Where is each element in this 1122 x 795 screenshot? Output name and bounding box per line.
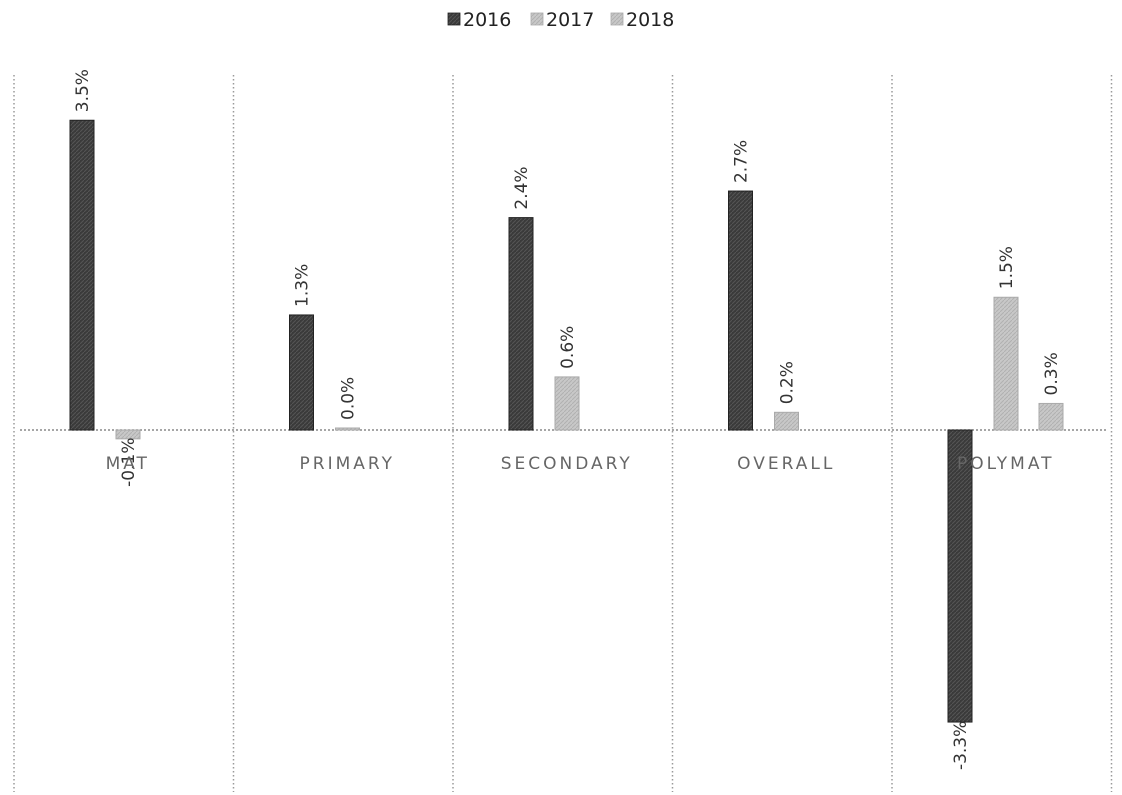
legend-swatch-2016 <box>447 12 461 26</box>
bar-2017-polymat <box>993 296 1019 431</box>
bar-2016-secondary <box>508 217 534 431</box>
category-label-mat: MAT <box>106 454 150 474</box>
data-label: 0.3% <box>1042 352 1062 395</box>
category-label-primary: PRIMARY <box>300 454 395 474</box>
bar-2016-polymat <box>947 429 973 723</box>
legend-label-2018: 2018 <box>626 9 674 31</box>
data-label: 2.4% <box>512 166 532 209</box>
data-label: 1.5% <box>997 246 1017 289</box>
bar-2016-primary <box>289 314 314 431</box>
data-label: -3.3% <box>951 721 971 770</box>
category-label-overall: OVERALL <box>737 454 835 474</box>
legend-swatch-2018 <box>610 12 624 26</box>
data-label: 1.3% <box>293 264 313 307</box>
bar-2017-mat <box>115 429 141 440</box>
data-label: 2.7% <box>732 140 752 183</box>
bar-2018-polymat <box>1038 402 1064 431</box>
category-label-secondary: SECONDARY <box>501 454 633 474</box>
legend-label-2016: 2016 <box>463 9 511 31</box>
category-labels: MAT PRIMARY SECONDARY OVERALL POLYMAT <box>106 454 1055 474</box>
data-label: -0.1% <box>119 438 139 487</box>
legend-swatch-2017 <box>530 12 544 26</box>
category-separators <box>13 75 1113 792</box>
bar-2016-overall <box>728 190 753 431</box>
data-label: 0.2% <box>778 361 798 404</box>
bar-2016-mat <box>69 119 95 431</box>
data-label: 0.6% <box>558 326 578 369</box>
bar-2017-overall <box>774 411 799 431</box>
legend-label-2017: 2017 <box>546 9 594 31</box>
bar-2017-primary <box>335 427 360 431</box>
category-label-polymat: POLYMAT <box>957 454 1055 474</box>
data-labels: 3.5% 1.3% 2.4% 2.7% -3.3% -0.1% 0.0% 0.6% 0.2% 1.… <box>73 69 1062 770</box>
bar-2017-secondary <box>554 376 580 431</box>
data-label: 3.5% <box>73 69 93 112</box>
bars <box>69 119 1064 723</box>
legend: 2016 2017 2018 <box>447 9 674 31</box>
data-label: 0.0% <box>339 377 359 420</box>
